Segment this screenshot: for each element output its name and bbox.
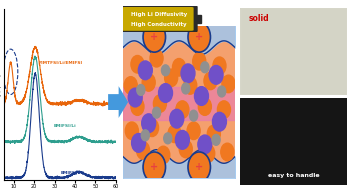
Circle shape (212, 134, 220, 145)
Circle shape (202, 145, 215, 162)
FancyBboxPatch shape (119, 6, 197, 32)
FancyBboxPatch shape (122, 7, 194, 31)
Text: +: + (195, 32, 203, 42)
Circle shape (188, 152, 211, 182)
Circle shape (212, 112, 226, 131)
Circle shape (198, 98, 211, 115)
Circle shape (141, 130, 150, 141)
Text: High Conductivity: High Conductivity (131, 22, 187, 27)
Bar (123, 87, 235, 120)
Circle shape (182, 83, 190, 94)
Circle shape (176, 101, 189, 118)
Circle shape (146, 119, 159, 136)
Circle shape (194, 87, 208, 105)
Polygon shape (108, 86, 128, 118)
Circle shape (187, 122, 200, 139)
Circle shape (132, 133, 146, 152)
Circle shape (179, 140, 192, 158)
Circle shape (131, 98, 144, 115)
Text: PIMTFSI/Li/EMIFSI: PIMTFSI/Li/EMIFSI (39, 61, 83, 65)
Circle shape (193, 53, 206, 70)
Circle shape (188, 22, 211, 52)
Text: +: + (150, 32, 158, 42)
Text: High Li Diffusivity: High Li Diffusivity (131, 12, 187, 17)
Circle shape (172, 59, 186, 76)
Bar (193, 15, 201, 23)
Circle shape (213, 57, 226, 74)
Circle shape (207, 125, 220, 143)
Circle shape (184, 77, 197, 94)
Text: EMIFSI: EMIFSI (60, 171, 77, 175)
Circle shape (150, 154, 158, 165)
Circle shape (152, 107, 161, 118)
Circle shape (170, 109, 184, 128)
Circle shape (131, 56, 144, 73)
Y-axis label: intensity / (a.u.): intensity / (a.u.) (0, 73, 2, 116)
Circle shape (190, 110, 198, 121)
Circle shape (198, 135, 212, 154)
Circle shape (124, 77, 137, 94)
Circle shape (142, 74, 155, 91)
Circle shape (153, 95, 166, 112)
Circle shape (165, 69, 178, 87)
Circle shape (217, 101, 231, 118)
Circle shape (201, 62, 209, 73)
Circle shape (143, 22, 166, 52)
Circle shape (164, 133, 172, 144)
Circle shape (204, 72, 217, 90)
Circle shape (143, 152, 166, 182)
Circle shape (221, 143, 234, 161)
Circle shape (142, 114, 155, 133)
Text: solid: solid (249, 14, 270, 23)
Circle shape (222, 75, 235, 93)
Circle shape (150, 50, 163, 67)
Text: +: + (195, 162, 203, 172)
Circle shape (190, 157, 198, 168)
Circle shape (181, 64, 195, 83)
Circle shape (125, 122, 138, 139)
Circle shape (159, 84, 172, 102)
Circle shape (128, 88, 142, 107)
Circle shape (209, 65, 223, 84)
Circle shape (168, 125, 181, 143)
Circle shape (138, 61, 152, 80)
Circle shape (176, 130, 189, 149)
Circle shape (157, 146, 170, 164)
Text: +: + (150, 162, 158, 172)
Circle shape (137, 142, 150, 159)
Text: easy to handle: easy to handle (268, 173, 320, 178)
Text: EMIFSI/Li: EMIFSI/Li (53, 124, 76, 128)
Circle shape (137, 84, 145, 95)
Circle shape (218, 86, 226, 97)
Circle shape (161, 65, 170, 76)
